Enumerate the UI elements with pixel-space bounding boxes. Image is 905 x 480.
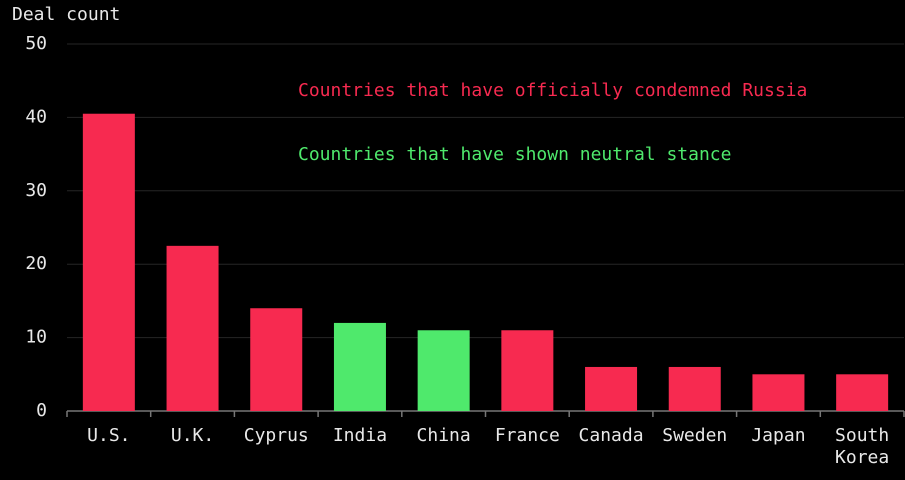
y-tick-label: 20 xyxy=(25,253,47,274)
bar xyxy=(668,366,721,411)
bar xyxy=(836,374,889,411)
y-tick-label: 50 xyxy=(25,33,47,54)
y-tick-label: 40 xyxy=(25,106,47,127)
bar xyxy=(501,330,554,411)
bar xyxy=(752,374,805,411)
x-tick-label: Japan xyxy=(751,425,806,446)
x-tick-label: Canada xyxy=(578,425,644,446)
y-tick-label: 0 xyxy=(36,400,47,421)
y-tick-label: 30 xyxy=(25,180,47,201)
bar xyxy=(82,113,135,411)
bar xyxy=(333,322,386,411)
x-tick-label: Cyprus xyxy=(243,425,309,446)
x-tick-label: U.K. xyxy=(170,425,215,446)
x-tick-label: India xyxy=(332,425,388,446)
legend-entry: Countries that have shown neutral stance xyxy=(298,144,731,165)
bar xyxy=(250,308,303,411)
x-tick-label: France xyxy=(494,425,560,446)
x-tick-label: South Korea xyxy=(835,425,890,468)
x-tick-label: China xyxy=(416,425,471,446)
legend-entry: Countries that have officially condemned… xyxy=(298,80,807,101)
bar xyxy=(585,366,638,411)
x-tick-label: U.S. xyxy=(87,425,131,446)
x-tick-label: Sweden xyxy=(662,425,728,446)
bar xyxy=(166,245,219,411)
chart-title: Deal count xyxy=(12,4,120,25)
bar xyxy=(417,330,470,411)
y-tick-label: 10 xyxy=(25,327,47,348)
